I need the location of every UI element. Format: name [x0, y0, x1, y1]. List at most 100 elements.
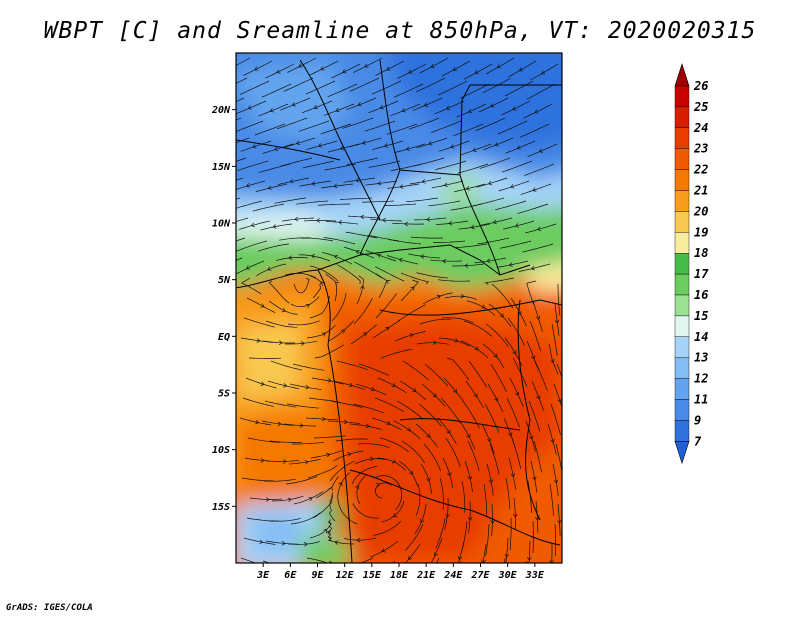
streamline [333, 380, 366, 390]
streamline-arrow [277, 421, 282, 427]
colorbar-swatch [674, 420, 690, 442]
streamline-arrow [507, 432, 513, 437]
streamline-arrow [557, 398, 562, 403]
streamline [434, 100, 465, 115]
streamline [284, 272, 317, 279]
colorbar-swatch [674, 378, 690, 400]
streamline-arrow [536, 395, 541, 400]
streamline-arrow [360, 214, 365, 220]
lat-tick-label: 15N [212, 162, 231, 173]
streamline [346, 97, 377, 111]
streamline [522, 243, 554, 253]
streamline [371, 417, 402, 431]
streamline-arrow [496, 64, 502, 69]
streamline [298, 254, 331, 262]
streamline [269, 440, 302, 443]
streamline-arrow [474, 69, 479, 75]
streamline-arrow [490, 519, 495, 524]
streamline-arrow [420, 254, 425, 259]
streamline [553, 383, 562, 409]
streamline [323, 103, 355, 116]
streamline [372, 140, 404, 150]
streamline-arrow [447, 472, 452, 477]
streamline [433, 240, 466, 243]
streamline [439, 477, 444, 510]
streamline [290, 296, 320, 308]
streamline [497, 120, 528, 135]
streamline-arrow [512, 350, 517, 355]
streamline [406, 197, 439, 203]
streamline-arrow [530, 355, 536, 360]
streamline [483, 483, 488, 516]
streamline-arrow [553, 479, 559, 484]
streamline-arrow [515, 391, 520, 396]
streamline-arrow [339, 145, 344, 151]
streamline [339, 197, 373, 200]
streamline-arrow [282, 459, 287, 464]
streamline [289, 383, 322, 390]
streamline [531, 380, 545, 411]
streamline-arrow [338, 481, 343, 487]
streamline [348, 215, 381, 219]
streamline [264, 400, 297, 408]
streamline-arrow [360, 285, 365, 290]
streamline-arrow [504, 553, 510, 558]
lon-tick-label: 24E [443, 570, 463, 581]
streamline-arrow [287, 497, 292, 503]
streamline-arrow [530, 265, 535, 271]
streamline-arrow [382, 217, 387, 223]
colorbar-label: 9 [694, 413, 701, 427]
streamline [247, 437, 280, 443]
streamline [435, 160, 467, 171]
lon-tick-label: 27E [470, 570, 490, 581]
streamline [329, 492, 336, 522]
streamline [394, 331, 426, 342]
streamline [240, 557, 257, 563]
streamline [468, 500, 471, 533]
streamline-arrow [288, 255, 293, 260]
streamline [368, 160, 401, 168]
streamline [381, 500, 405, 523]
streamline [415, 423, 438, 448]
streamline [513, 497, 516, 530]
streamline-arrow [323, 528, 328, 533]
streamline [240, 140, 272, 152]
streamline [400, 279, 419, 302]
streamline [457, 163, 489, 174]
streamline-arrow [448, 221, 453, 226]
streamline [552, 463, 559, 496]
streamline [443, 377, 465, 403]
streamline-arrow [426, 433, 431, 438]
streamline [249, 497, 282, 500]
streamline [280, 157, 313, 167]
streamline-arrow [267, 185, 272, 190]
streamline [504, 80, 534, 97]
streamline [475, 117, 506, 132]
streamline [283, 77, 314, 92]
streamline [236, 257, 243, 261]
streamline [509, 377, 524, 408]
streamline [508, 457, 516, 490]
streamline [353, 57, 383, 73]
streamline [468, 360, 488, 388]
streamline-arrow [514, 223, 520, 228]
longitude-axis: 3E 6E 9E 12E 15E 18E 21E 24E 27E 30E 33E [256, 563, 545, 581]
lat-tick-label: 15S [212, 502, 230, 513]
streamline [441, 60, 471, 77]
streamline [420, 463, 432, 494]
streamline [554, 523, 556, 556]
streamline [430, 259, 463, 262]
streamline [463, 320, 493, 337]
streamline-arrow [513, 513, 518, 518]
streamline [549, 483, 554, 516]
streamline [336, 360, 368, 371]
streamline-arrow [488, 479, 494, 484]
streamline [527, 143, 558, 157]
streamline [528, 540, 531, 563]
streamline [520, 183, 552, 195]
streamline-arrow [225, 181, 229, 185]
streamline [370, 540, 399, 558]
streamline-arrow [554, 319, 560, 324]
streamline [535, 500, 539, 533]
streamline-arrow [510, 473, 516, 478]
